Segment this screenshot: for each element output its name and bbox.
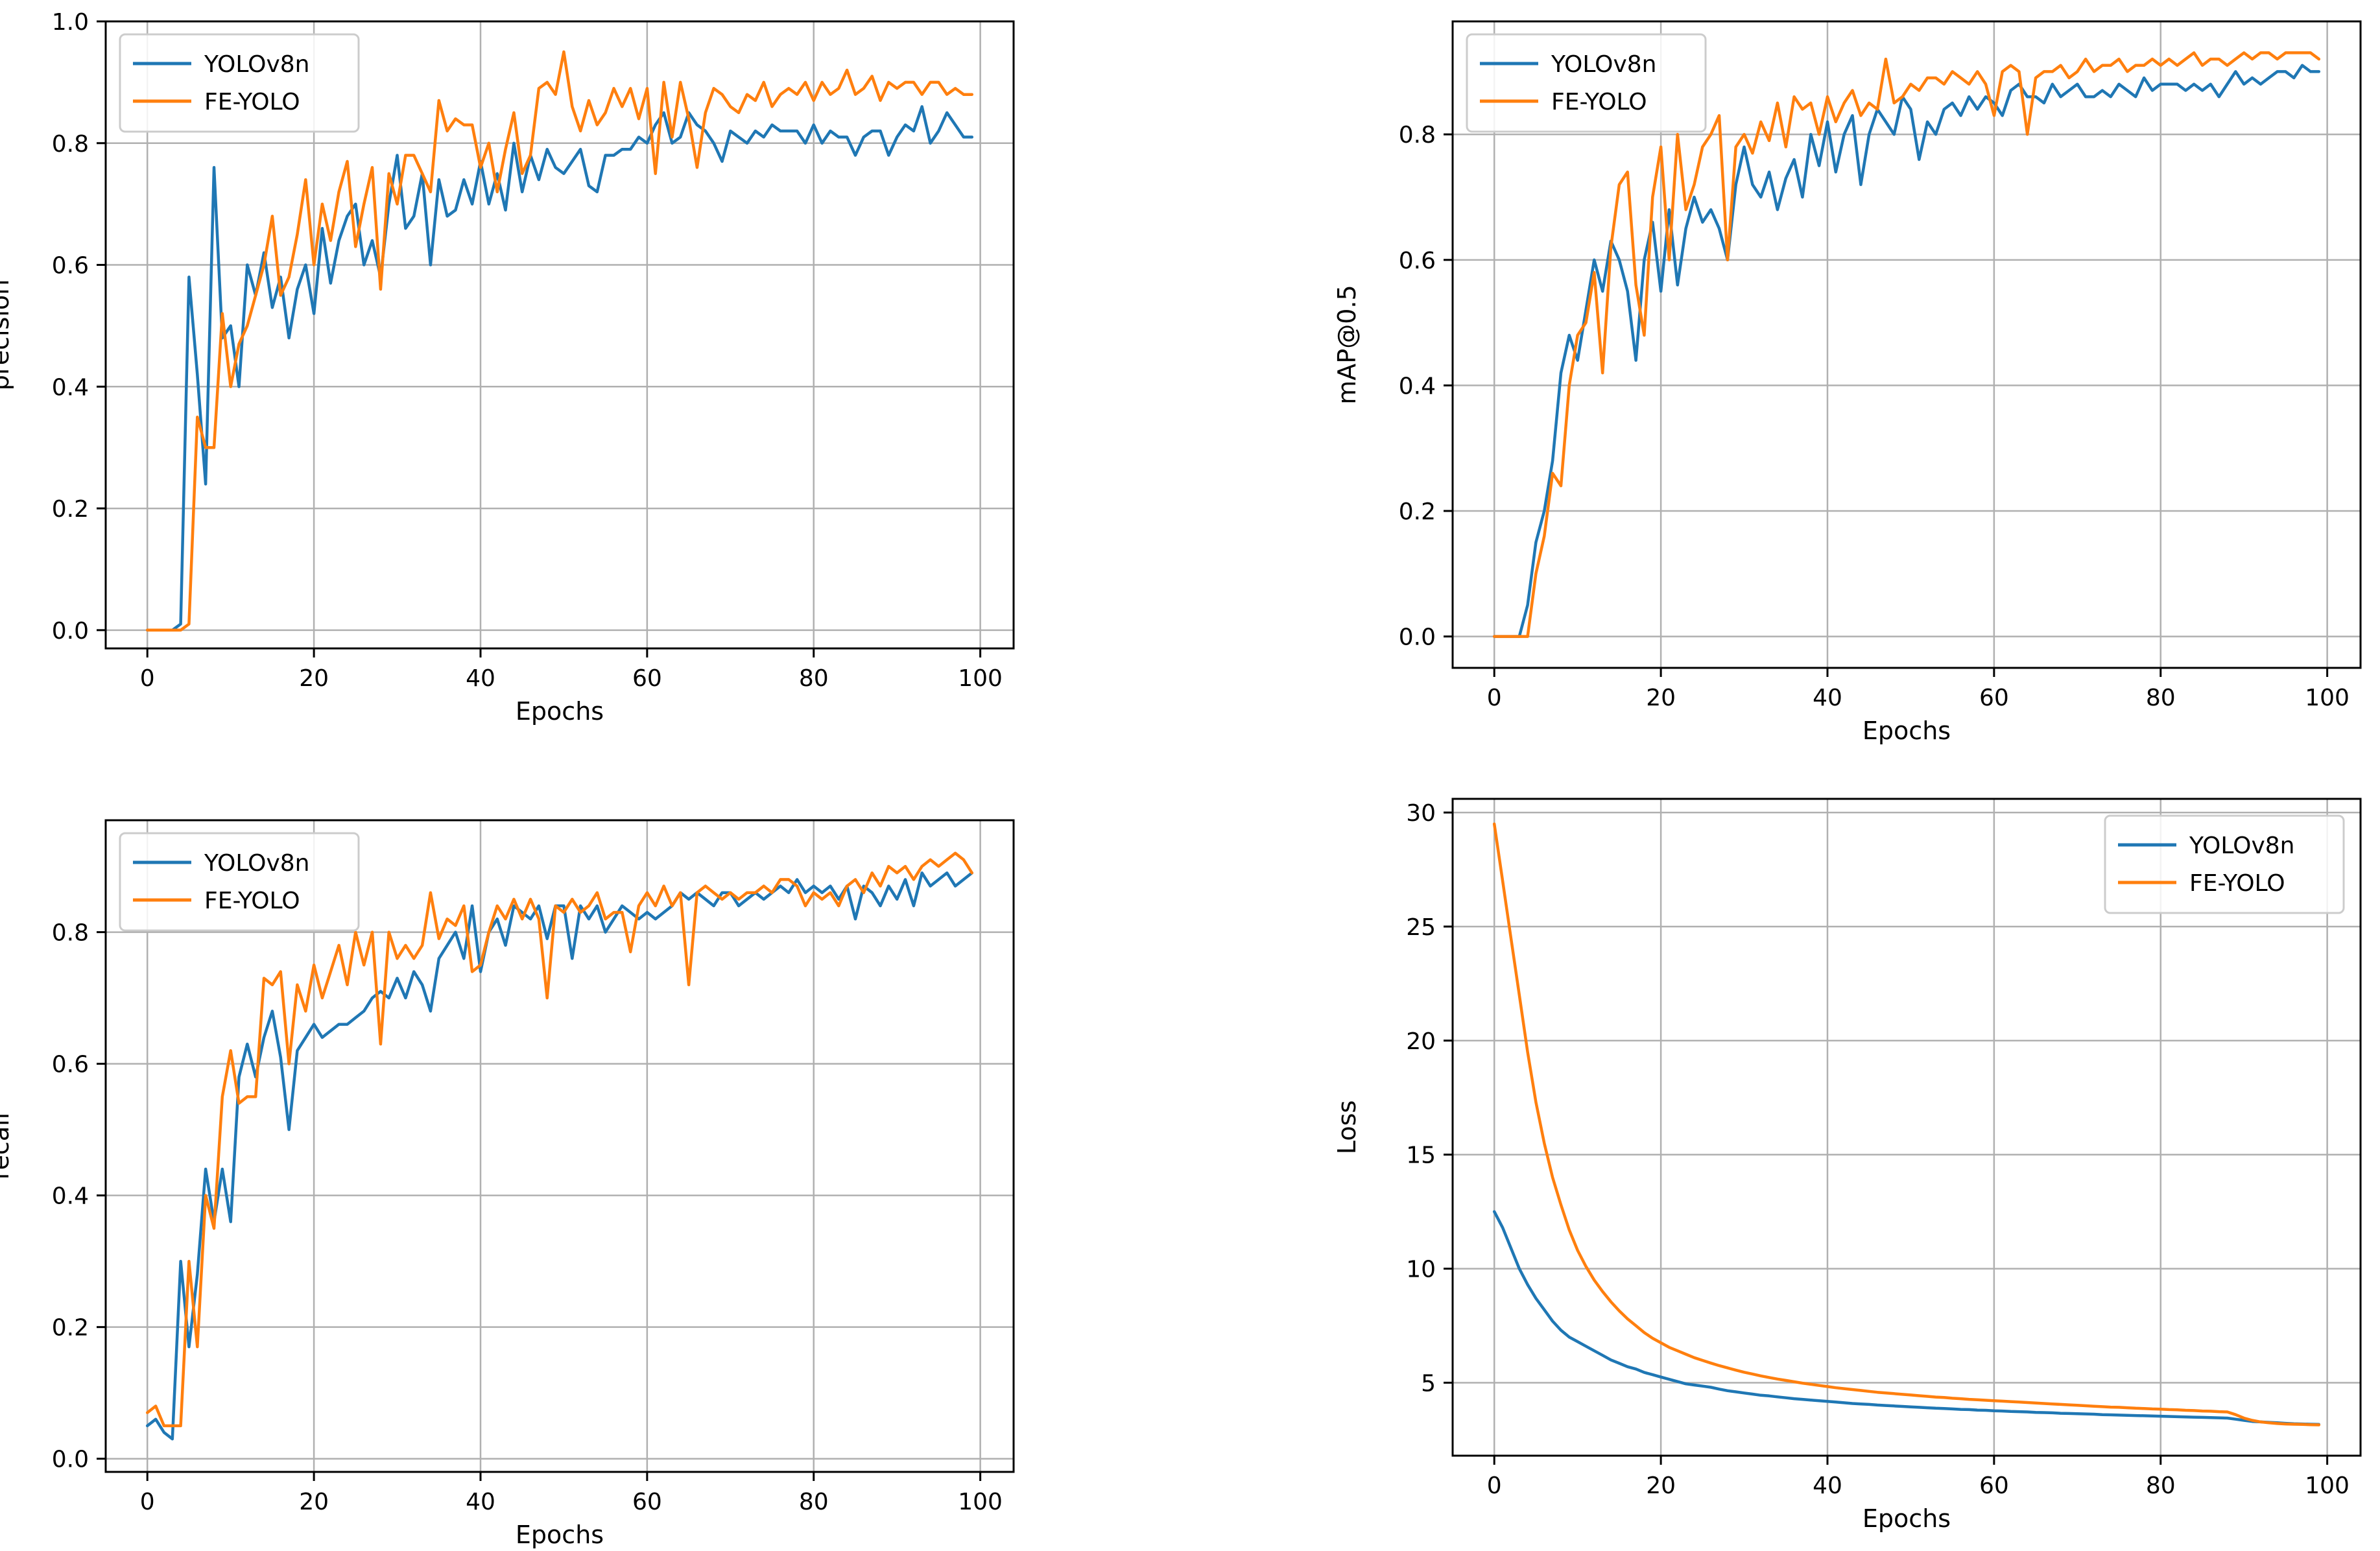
chart-loss-axes-frame — [1451, 798, 2362, 1457]
chart-precision-ytick-label-1: 0.2 — [52, 496, 89, 523]
chart-map50-xlabel: Epochs — [1862, 716, 1951, 745]
chart-precision-xtick-label-5: 100 — [958, 665, 1003, 692]
chart-map50: 0 20 40 60 80 100 0.0 0.2 0.4 0.6 0.8 Epochs mAP@0.5… — [1333, 20, 2362, 745]
chart-map50-ytick-label-3: 0.6 — [1399, 248, 1436, 274]
chart-map50-ylabel: mAP@0.5 — [1333, 285, 1361, 404]
chart-recall-ytick-label-3: 0.6 — [52, 1052, 89, 1078]
chart-map50-xtick-label-3: 60 — [1979, 685, 2009, 711]
chart-precision-xtick-label-1: 20 — [299, 665, 329, 692]
chart-loss-xtick-label-5: 100 — [2305, 1473, 2350, 1499]
chart-map50-legend-box — [1466, 33, 1707, 133]
chart-recall-series-fe-yolo-line — [145, 851, 974, 1428]
chart-loss-xlabel: Epochs — [1862, 1504, 1951, 1533]
chart-loss-xtick-label-3: 60 — [1979, 1473, 2009, 1499]
chart-map50-xtick-label-2: 40 — [1813, 685, 1842, 711]
chart-loss-series-fe-yolo-line — [1492, 822, 2321, 1427]
chart-loss-ytick-label-1: 10 — [1406, 1257, 1436, 1283]
chart-recall-legend-label-0: YOLOv8n — [204, 850, 310, 877]
chart-map50-ytick-label-2: 0.4 — [1399, 373, 1436, 399]
chart-precision-ytick-label-3: 0.6 — [52, 253, 89, 279]
chart-loss-legend-box — [2104, 814, 2345, 914]
chart-recall-legend: YOLOv8n FE-YOLO — [119, 832, 360, 932]
chart-map50-legend: YOLOv8n FE-YOLO — [1466, 33, 1707, 133]
chart-recall-legend-box — [119, 832, 360, 932]
chart-loss-series-yolov8n-line — [1492, 1210, 2321, 1427]
chart-precision-xtick-label-4: 80 — [799, 665, 829, 692]
chart-map50-xtick-label-5: 100 — [2305, 685, 2350, 711]
chart-precision-ytick-label-2: 0.4 — [52, 374, 89, 401]
chart-loss-legend: YOLOv8n FE-YOLO — [2104, 814, 2345, 914]
chart-recall-ytick-label-1: 0.2 — [52, 1315, 89, 1342]
chart-map50-ytick-label-1: 0.2 — [1399, 499, 1436, 525]
chart-recall-ylabel: recall — [0, 1113, 14, 1179]
chart-recall-xlabel: Epochs — [516, 1521, 604, 1549]
chart-precision-xtick-label-2: 40 — [466, 665, 495, 692]
chart-loss-legend-label-0: YOLOv8n — [2189, 833, 2295, 859]
chart-recall-ytick-label-4: 0.8 — [52, 920, 89, 947]
chart-map50-xtick-label-4: 80 — [2146, 685, 2176, 711]
chart-loss-xtick-label-4: 80 — [2146, 1473, 2176, 1499]
chart-loss-ytick-label-5: 30 — [1406, 800, 1436, 827]
chart-loss-xtick-label-0: 0 — [1487, 1473, 1502, 1499]
chart-recall-series-yolov8n-line — [145, 871, 974, 1441]
chart-precision-legend-label-1: FE-YOLO — [204, 89, 300, 115]
chart-precision-xtick-label-3: 60 — [632, 665, 662, 692]
chart-precision-ylabel: precision — [0, 279, 14, 390]
chart-precision-ytick-label-0: 0.0 — [52, 618, 89, 645]
chart-map50-legend-label-1: FE-YOLO — [1551, 89, 1647, 115]
chart-precision-xlabel: Epochs — [516, 697, 604, 726]
chart-recall-legend-label-1: FE-YOLO — [204, 888, 300, 914]
chart-map50-ytick-label-4: 0.8 — [1399, 122, 1436, 148]
chart-loss-ytick-label-0: 5 — [1421, 1370, 1436, 1397]
chart-loss-xtick-label-1: 20 — [1646, 1473, 1676, 1499]
chart-recall-ytick-label-0: 0.0 — [52, 1447, 89, 1473]
chart-precision-ytick-label-4: 0.8 — [52, 131, 89, 158]
chart-loss-legend-label-1: FE-YOLO — [2189, 870, 2285, 897]
chart-loss-ytick-label-3: 20 — [1406, 1028, 1436, 1055]
chart-precision-series-yolov8n-line — [145, 105, 974, 632]
chart-map50-axes-frame — [1451, 20, 2362, 669]
chart-precision-legend: YOLOv8n FE-YOLO — [119, 33, 360, 133]
chart-recall-axes-frame — [104, 819, 1015, 1473]
chart-precision-axes-frame — [104, 20, 1015, 650]
chart-map50-series-fe-yolo-line — [1492, 51, 2321, 638]
chart-precision-series-fe-yolo-line — [145, 50, 974, 632]
chart-precision-ytick-label-5: 1.0 — [52, 9, 89, 36]
chart-precision-legend-label-0: YOLOv8n — [204, 51, 310, 78]
chart-loss: 0 20 40 60 80 100 5 10 15 20 25 30 Epochs Loss YOLOv8n… — [1333, 798, 2362, 1533]
chart-recall-xtick-label-4: 80 — [799, 1489, 829, 1515]
chart-precision-legend-box — [119, 33, 360, 133]
chart-loss-xtick-label-2: 40 — [1813, 1473, 1842, 1499]
chart-precision: 0 20 40 60 80 100 0.0 0.2 0.4 0.6 0.8 1.0 Epochs prec… — [0, 9, 1015, 726]
chart-recall-xtick-label-3: 60 — [632, 1489, 662, 1515]
chart-loss-ytick-label-2: 15 — [1406, 1143, 1436, 1169]
chart-recall-xtick-label-1: 20 — [299, 1489, 329, 1515]
chart-map50-xtick-label-0: 0 — [1487, 685, 1502, 711]
chart-map50-series-yolov8n-line — [1492, 64, 2321, 638]
chart-map50-xtick-label-1: 20 — [1646, 685, 1676, 711]
chart-recall-xtick-label-2: 40 — [466, 1489, 495, 1515]
chart-precision-xtick-label-0: 0 — [140, 665, 155, 692]
chart-loss-ylabel: Loss — [1333, 1100, 1361, 1154]
chart-map50-ytick-label-0: 0.0 — [1399, 624, 1436, 651]
chart-recall-xtick-label-5: 100 — [958, 1489, 1003, 1515]
chart-recall-xtick-label-0: 0 — [140, 1489, 155, 1515]
chart-loss-ytick-label-4: 25 — [1406, 914, 1436, 941]
chart-map50-legend-label-0: YOLOv8n — [1551, 51, 1657, 78]
chart-recall: 0 20 40 60 80 100 0.0 0.2 0.4 0.6 0.8 Epochs recall Y… — [0, 819, 1015, 1549]
chart-recall-ytick-label-2: 0.4 — [52, 1183, 89, 1210]
